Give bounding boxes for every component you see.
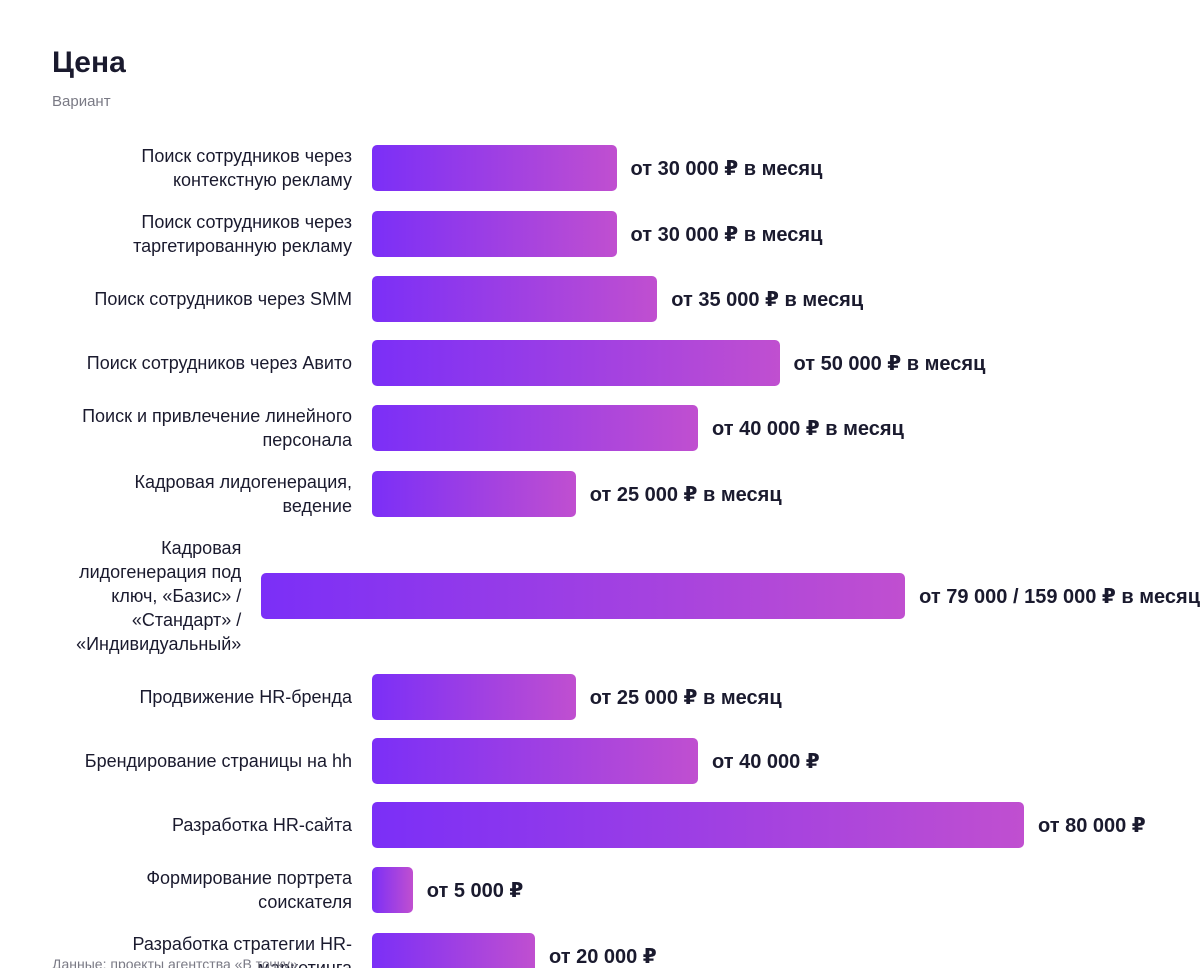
bar xyxy=(372,211,617,257)
source-note: Данные: проекты агентства «В точку» xyxy=(52,956,298,968)
category-label: Поиск сотрудников через контекстную рекл… xyxy=(141,146,352,190)
bar xyxy=(372,738,698,784)
value-label: от 40 000 ₽ в месяц xyxy=(712,417,904,440)
bar xyxy=(372,340,780,386)
chart-subtitle: Вариант xyxy=(52,93,111,110)
category-label: Поиск сотрудников через таргетированную … xyxy=(133,212,352,256)
bar xyxy=(372,802,1024,848)
value-label: от 40 000 ₽ xyxy=(712,750,820,773)
bar-row: Поиск сотрудников через SMM от 35 000 ₽ в… xyxy=(0,276,1200,322)
bar-row: Кадровая лидогенерация под ключ, «Базис»… xyxy=(0,536,1200,656)
value-label: от 79 000 / 159 000 ₽ в месяц xyxy=(919,585,1200,608)
value-label: от 5 000 ₽ xyxy=(426,879,524,902)
value-label: от 80 000 ₽ xyxy=(1038,814,1146,837)
bar xyxy=(372,471,576,517)
bar-row: Поиск сотрудников через таргетированную … xyxy=(0,210,1200,258)
category-label: Поиск сотрудников через Авито xyxy=(86,353,352,373)
value-label: от 25 000 ₽ в месяц xyxy=(589,483,782,506)
value-label: от 50 000 ₽ в месяц xyxy=(793,352,986,375)
value-label: от 25 000 ₽ в месяц xyxy=(589,686,782,709)
chart-title: Цена xyxy=(52,46,126,79)
value-label: от 30 000 ₽ в месяц xyxy=(630,223,823,246)
bar-row: Разработка стратегии HR-маркетинга от 20 … xyxy=(0,932,1200,968)
category-label: Формирование портрета соискателя xyxy=(146,868,352,912)
value-label: от 20 000 ₽ xyxy=(549,945,657,968)
bar-row: Поиск сотрудников через Авито от 50 000 ₽… xyxy=(0,340,1200,386)
category-label: Поиск сотрудников через SMM xyxy=(94,289,352,309)
bar-row: Продвижение HR-бренда от 25 000 ₽ в месяц xyxy=(0,674,1200,720)
value-label: от 35 000 ₽ в месяц xyxy=(671,288,864,311)
value-label: от 30 000 ₽ в месяц xyxy=(630,157,823,180)
bar xyxy=(261,573,906,619)
bar-row: Разработка HR-сайта от 80 000 ₽ xyxy=(0,802,1200,848)
category-label: Продвижение HR-бренда xyxy=(139,687,352,707)
category-label: Поиск и привлечение линейного персонала xyxy=(82,406,352,450)
bar xyxy=(372,145,617,191)
bar-row: Кадровая лидогенерация, ведение от 25 000… xyxy=(0,470,1200,518)
bar xyxy=(372,276,658,322)
category-label: Разработка стратегии HR-маркетинга xyxy=(132,934,352,968)
bar xyxy=(372,867,413,913)
category-label: Кадровая лидогенерация под ключ, «Базис»… xyxy=(76,538,242,654)
bar xyxy=(372,933,535,968)
category-label: Кадровая лидогенерация, ведение xyxy=(134,472,352,516)
category-label: Брендирование страницы на hh xyxy=(84,751,352,771)
bar xyxy=(372,405,698,451)
bar-row: Формирование портрета соискателя от 5 000… xyxy=(0,866,1200,914)
category-label: Разработка HR-сайта xyxy=(171,815,352,835)
bars: Поиск сотрудников через контекстную рекл… xyxy=(0,144,1200,968)
bar-row: Поиск и привлечение линейного персонала о… xyxy=(0,404,1200,452)
bar-row: Поиск сотрудников через контекстную рекл… xyxy=(0,144,1200,192)
bar-row: Брендирование страницы на hh от 40 000 ₽ xyxy=(0,738,1200,784)
bar xyxy=(372,674,576,720)
